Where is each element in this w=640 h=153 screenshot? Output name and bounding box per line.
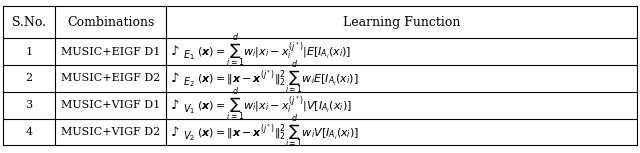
Text: $E_2$: $E_2$ [182,75,195,89]
Text: $(\boldsymbol{x}) = \|\boldsymbol{x} - \boldsymbol{x}^{(j^*)}\|_2^2\sum_{i=1}^{d: $(\boldsymbol{x}) = \|\boldsymbol{x} - \… [196,60,358,97]
Text: $V_2$: $V_2$ [182,129,195,143]
Text: MUSIC+EIGF D2: MUSIC+EIGF D2 [61,73,160,83]
Text: $V_1$: $V_1$ [182,102,195,116]
Text: Learning Function: Learning Function [343,16,460,29]
Text: ♪: ♪ [171,45,180,58]
Text: 1: 1 [26,47,33,57]
Text: 2: 2 [26,73,33,83]
Text: ♪: ♪ [171,125,180,138]
Text: Combinations: Combinations [67,16,154,29]
Text: $E_1$: $E_1$ [182,49,195,62]
Text: MUSIC+EIGF D1: MUSIC+EIGF D1 [61,47,160,57]
Text: $(\boldsymbol{x}) = \|\boldsymbol{x} - \boldsymbol{x}^{(j^*)}\|_2^2\sum_{i=1}^{d: $(\boldsymbol{x}) = \|\boldsymbol{x} - \… [196,113,359,151]
Text: MUSIC+VIGF D1: MUSIC+VIGF D1 [61,100,160,110]
Text: 4: 4 [26,127,33,137]
Text: MUSIC+VIGF D2: MUSIC+VIGF D2 [61,127,160,137]
Text: ♪: ♪ [171,72,180,85]
Text: ♪: ♪ [171,99,180,112]
Text: $(\boldsymbol{x}) = \sum_{i=1}^{d} w_i|x_i - x_i^{(j^*)}|E[I_{A_i}(x_i)]$: $(\boldsymbol{x}) = \sum_{i=1}^{d} w_i|x… [196,33,351,70]
Text: S.No.: S.No. [12,16,46,29]
Text: $(\boldsymbol{x}) = \sum_{i=1}^{d} w_i|x_i - x_i^{(j^*)}|V[I_{A_i}(x_i)]$: $(\boldsymbol{x}) = \sum_{i=1}^{d} w_i|x… [196,87,351,124]
Text: 3: 3 [26,100,33,110]
